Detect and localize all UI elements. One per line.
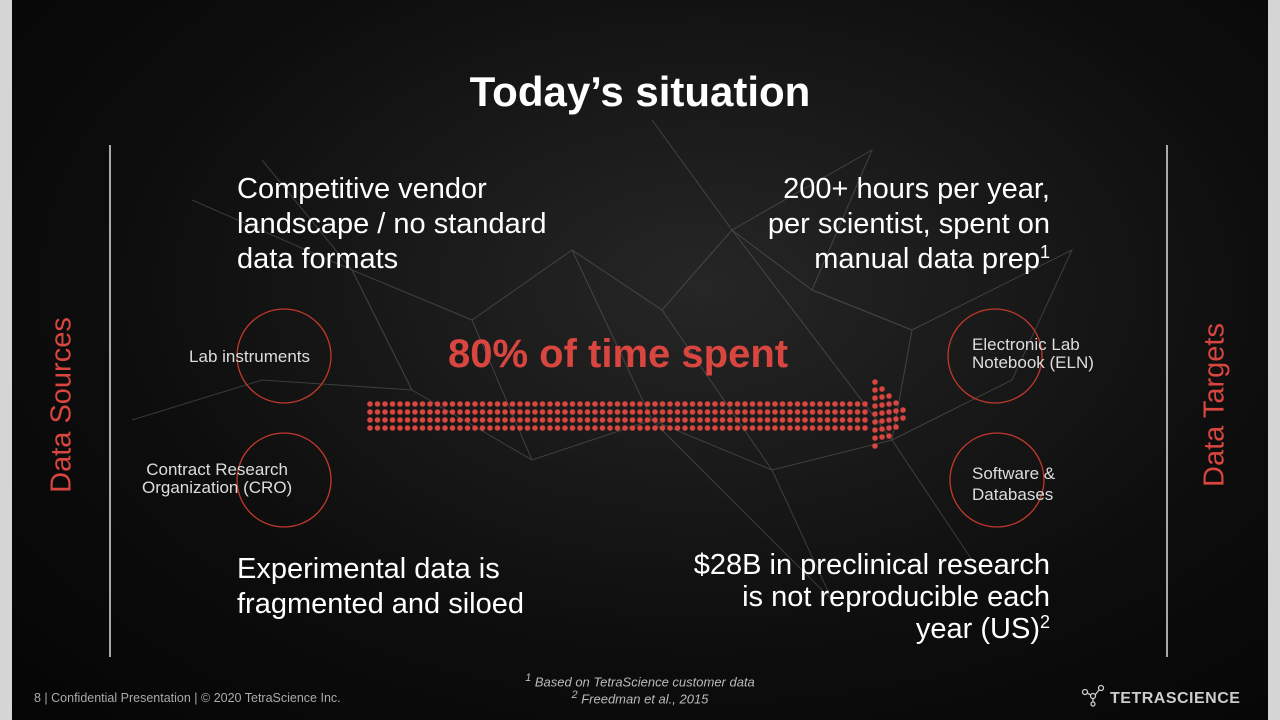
footer: 8 | Confidential Presentation | © 2020 T… <box>34 691 341 705</box>
target-label: Software & Databases <box>972 463 1055 505</box>
target-circle <box>947 308 1043 404</box>
center-label: 80% of time spent <box>448 332 789 376</box>
callout-text: Competitive vendor <box>237 173 487 205</box>
callout-text: per scientist, spent on <box>767 208 1050 240</box>
callout-text: Experimental data is <box>237 553 500 585</box>
callout-text: 200+ hours per year, <box>783 173 1050 205</box>
callout-line: manual data prep1 <box>768 242 1050 277</box>
diagram-shapes <box>109 145 1168 657</box>
callout-line: Competitive vendor <box>237 172 547 207</box>
callout-line: fragmented and siloed <box>237 587 524 622</box>
callout: Experimental data is fragmented and siloe… <box>237 552 524 622</box>
callout-line: year (US)2 <box>694 613 1050 645</box>
callout-line: landscape / no standard <box>237 207 547 242</box>
footnote-text: Freedman et al., 2015 <box>581 691 709 707</box>
footnote: 1 Based on TetraScience customer data <box>440 672 840 689</box>
node-line: Notebook (ELN) <box>972 353 1094 372</box>
footnote-text: Based on TetraScience customer data <box>534 674 755 690</box>
footnote-mark: 2 <box>571 689 578 701</box>
superscript: 2 <box>1039 612 1050 632</box>
callout: Competitive vendor landscape / no standar… <box>237 172 547 277</box>
node-line: Contract Research <box>146 460 288 479</box>
callout-text: landscape / no standard <box>237 208 547 240</box>
node-line: Electronic Lab <box>972 335 1080 354</box>
target-label: Electronic Lab Notebook (ELN) <box>972 336 1094 372</box>
side-label: Data Targets <box>1198 323 1231 487</box>
footnote-mark: 1 <box>525 672 532 684</box>
node-line: Databases <box>972 485 1054 504</box>
footnote: 2 Freedman et al., 2015 <box>440 689 840 706</box>
background-network <box>131 119 1074 601</box>
target-circle <box>949 432 1045 528</box>
logo-icon <box>1081 684 1105 707</box>
title: Today’s situation <box>469 68 811 115</box>
source-circle <box>236 432 332 528</box>
callout-text: is not reproducible each <box>742 581 1050 613</box>
side-label: Data Sources <box>45 317 78 493</box>
callout-text: fragmented and siloed <box>237 588 524 620</box>
callout-line: $28B in preclinical research <box>694 549 1050 581</box>
node-line: Organization (CRO) <box>142 478 293 497</box>
dotted-arrow <box>367 379 906 449</box>
callout-text: manual data prep <box>814 243 1040 275</box>
logo: TETRASCIENCE <box>1110 690 1241 707</box>
callout-text: data formats <box>237 243 399 275</box>
callout-text: $28B in preclinical research <box>693 549 1050 581</box>
callout-line: data formats <box>237 242 547 277</box>
callout: $28B in preclinical research is not repro… <box>694 549 1050 645</box>
callout-line: 200+ hours per year, <box>768 172 1050 207</box>
callout-line: Experimental data is <box>237 552 524 587</box>
source-circle <box>236 308 332 404</box>
superscript: 1 <box>1039 242 1050 262</box>
node-line: Software & <box>972 464 1056 483</box>
slide: Today’s situation Data Sources Data Targ… <box>12 0 1268 720</box>
source-label: Lab instruments <box>189 348 310 366</box>
callout: 200+ hours per year, per scientist, spent… <box>768 172 1050 277</box>
callout-text: year (US) <box>915 613 1040 645</box>
source-label: Contract Research Organization (CRO) <box>142 461 292 497</box>
node-line: Lab instruments <box>189 347 310 366</box>
callout-line: is not reproducible each <box>694 581 1050 613</box>
callout-line: per scientist, spent on <box>768 207 1050 242</box>
